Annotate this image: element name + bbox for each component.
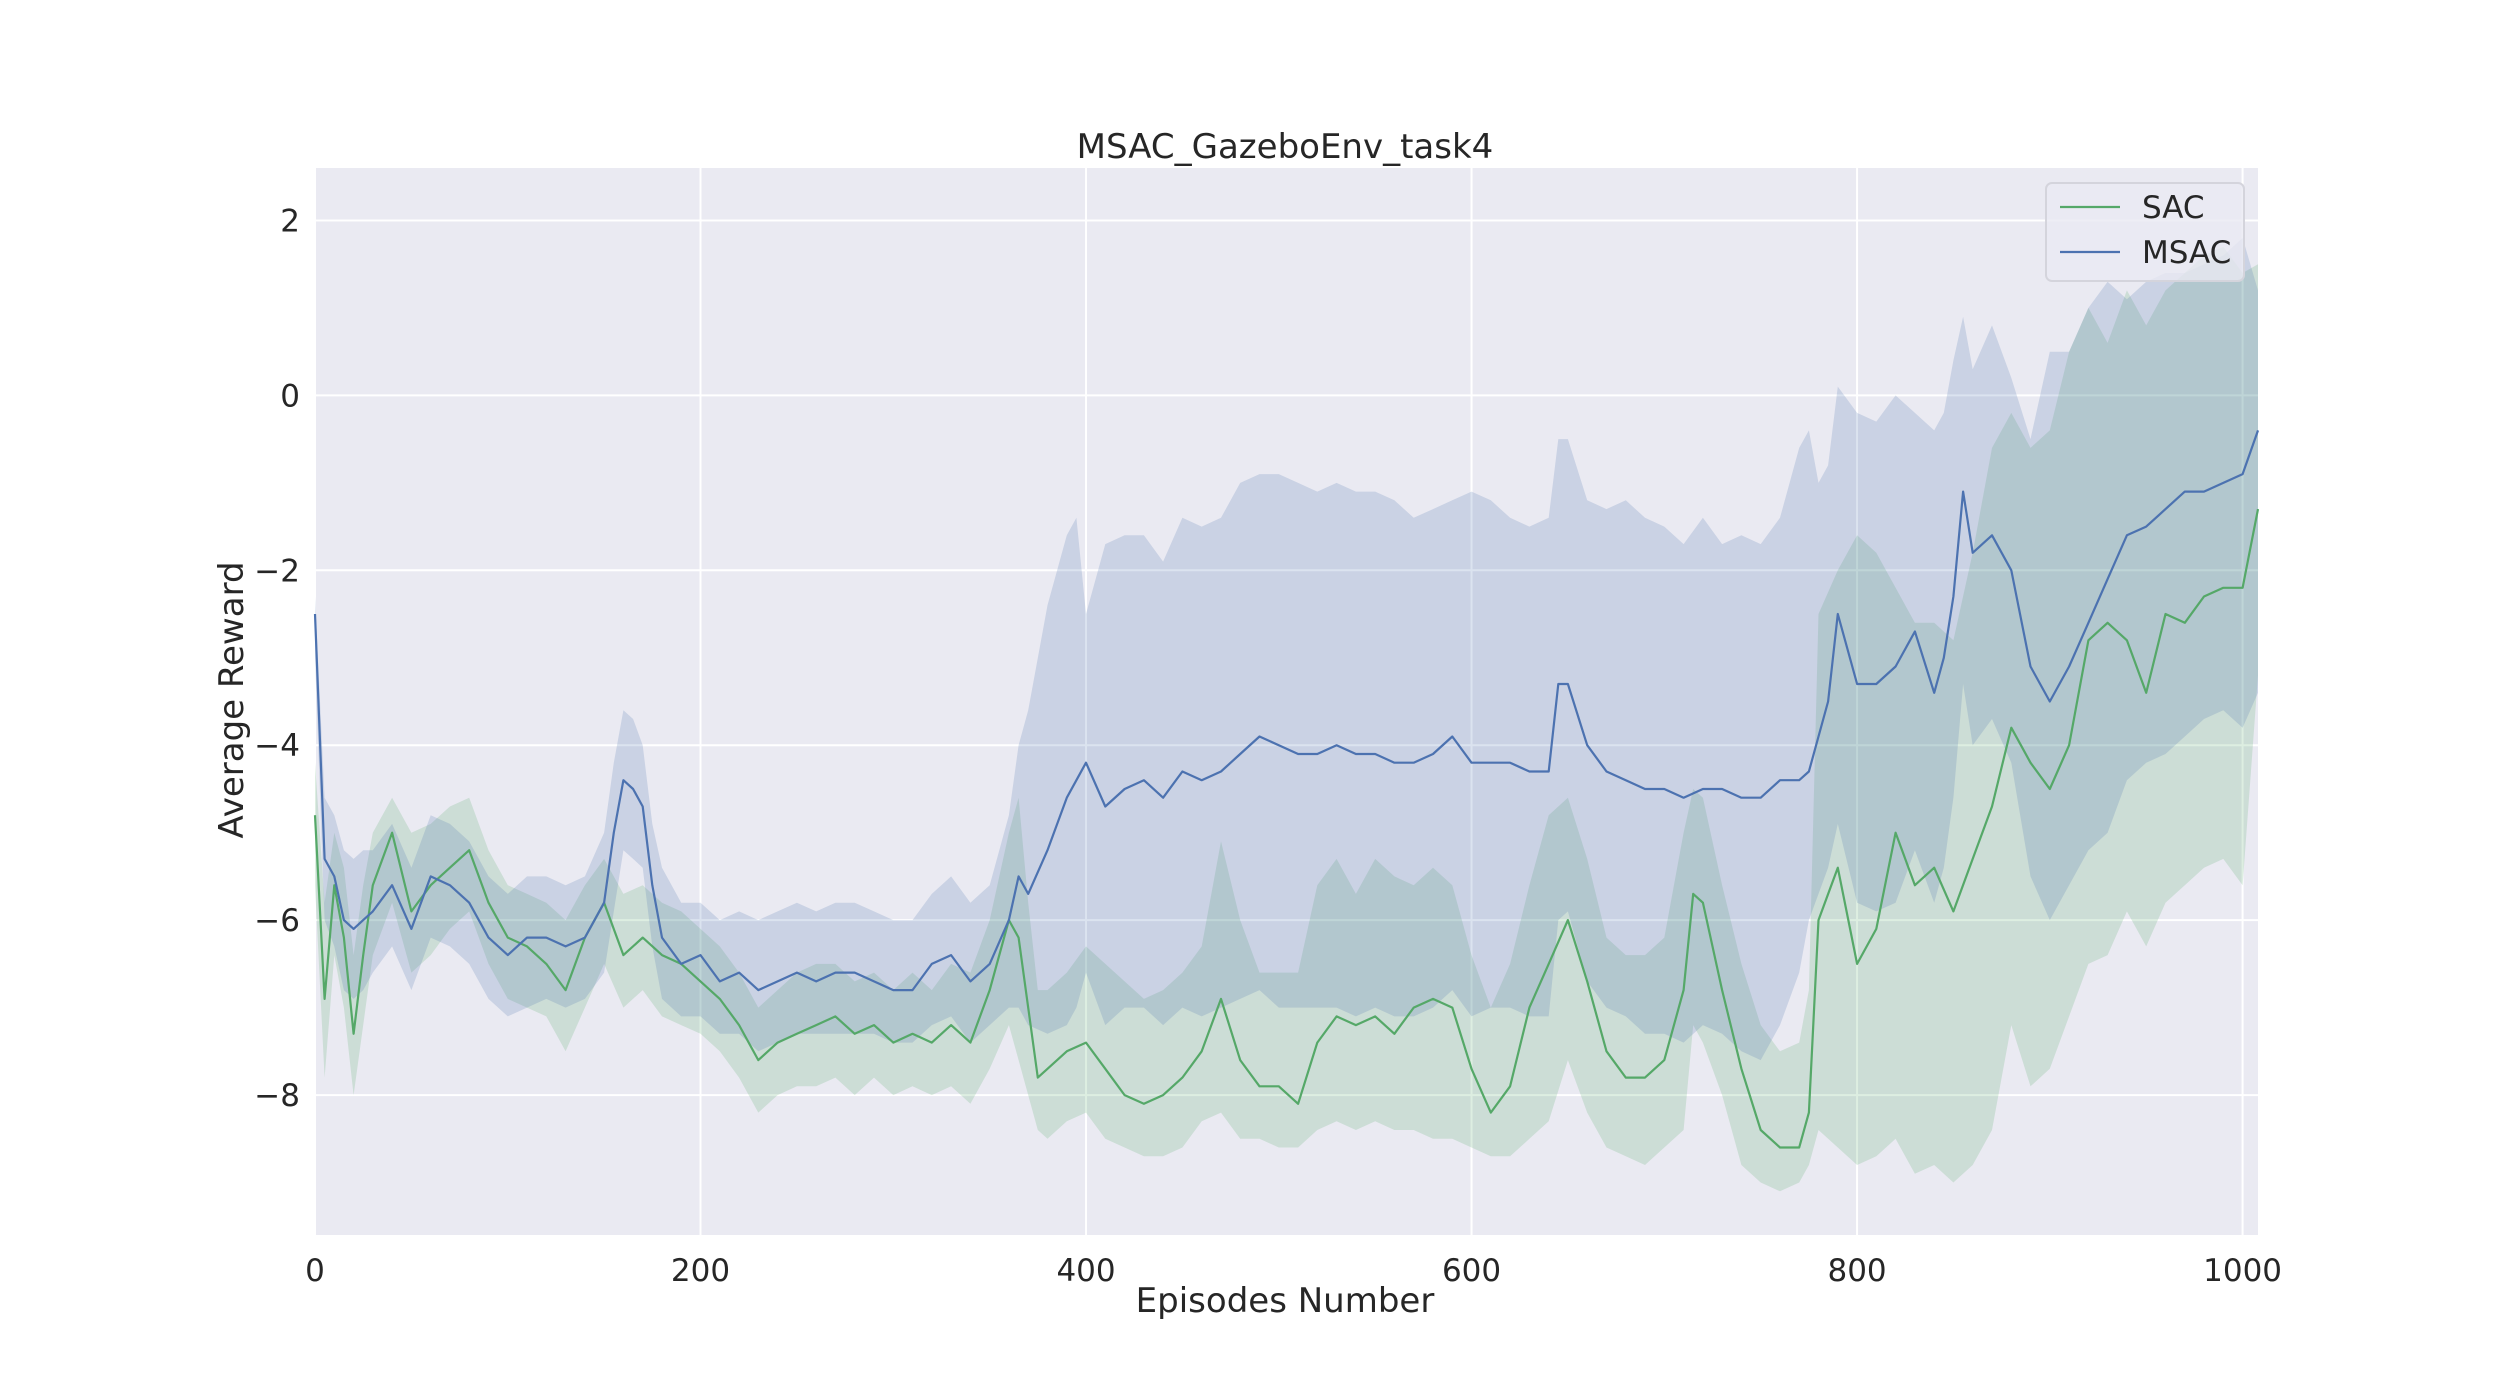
sac-band: [315, 246, 2258, 1192]
x-tick-label: 400: [1056, 1253, 1115, 1289]
msac-line: [313, 430, 2260, 992]
msac-band: [315, 238, 2258, 1061]
y-tick-label: −8: [254, 1078, 300, 1114]
series-lines: [313, 430, 2260, 1149]
legend: SAC MSAC: [2045, 182, 2245, 282]
x-tick-label: 1000: [2203, 1253, 2282, 1289]
confidence-bands: [315, 238, 2258, 1192]
legend-label-sac: SAC: [2142, 190, 2205, 226]
y-tick-label: 2: [280, 203, 300, 239]
legend-label-msac: MSAC: [2142, 235, 2231, 271]
x-tick-label: 0: [305, 1253, 325, 1289]
y-axis-label: Average Reward: [212, 561, 252, 838]
x-tick-label: 800: [1827, 1253, 1886, 1289]
chart-title: MSAC_GazeboEnv_task4: [1077, 127, 1494, 167]
y-tick-labels: −8 −6 −4 −2 0 2: [254, 203, 300, 1114]
y-tick-label: −6: [254, 903, 300, 939]
x-axis-label: Episodes Number: [1136, 1281, 1435, 1321]
y-tick-label: −4: [254, 728, 300, 764]
x-tick-labels: 0 200 400 600 800 1000: [305, 1253, 2282, 1289]
plot-background: [315, 168, 2258, 1235]
y-tick-label: −2: [254, 553, 300, 589]
y-tick-label: 0: [280, 378, 300, 414]
x-tick-label: 600: [1442, 1253, 1501, 1289]
grid: [314, 168, 2258, 1235]
x-tick-label: 200: [671, 1253, 730, 1289]
